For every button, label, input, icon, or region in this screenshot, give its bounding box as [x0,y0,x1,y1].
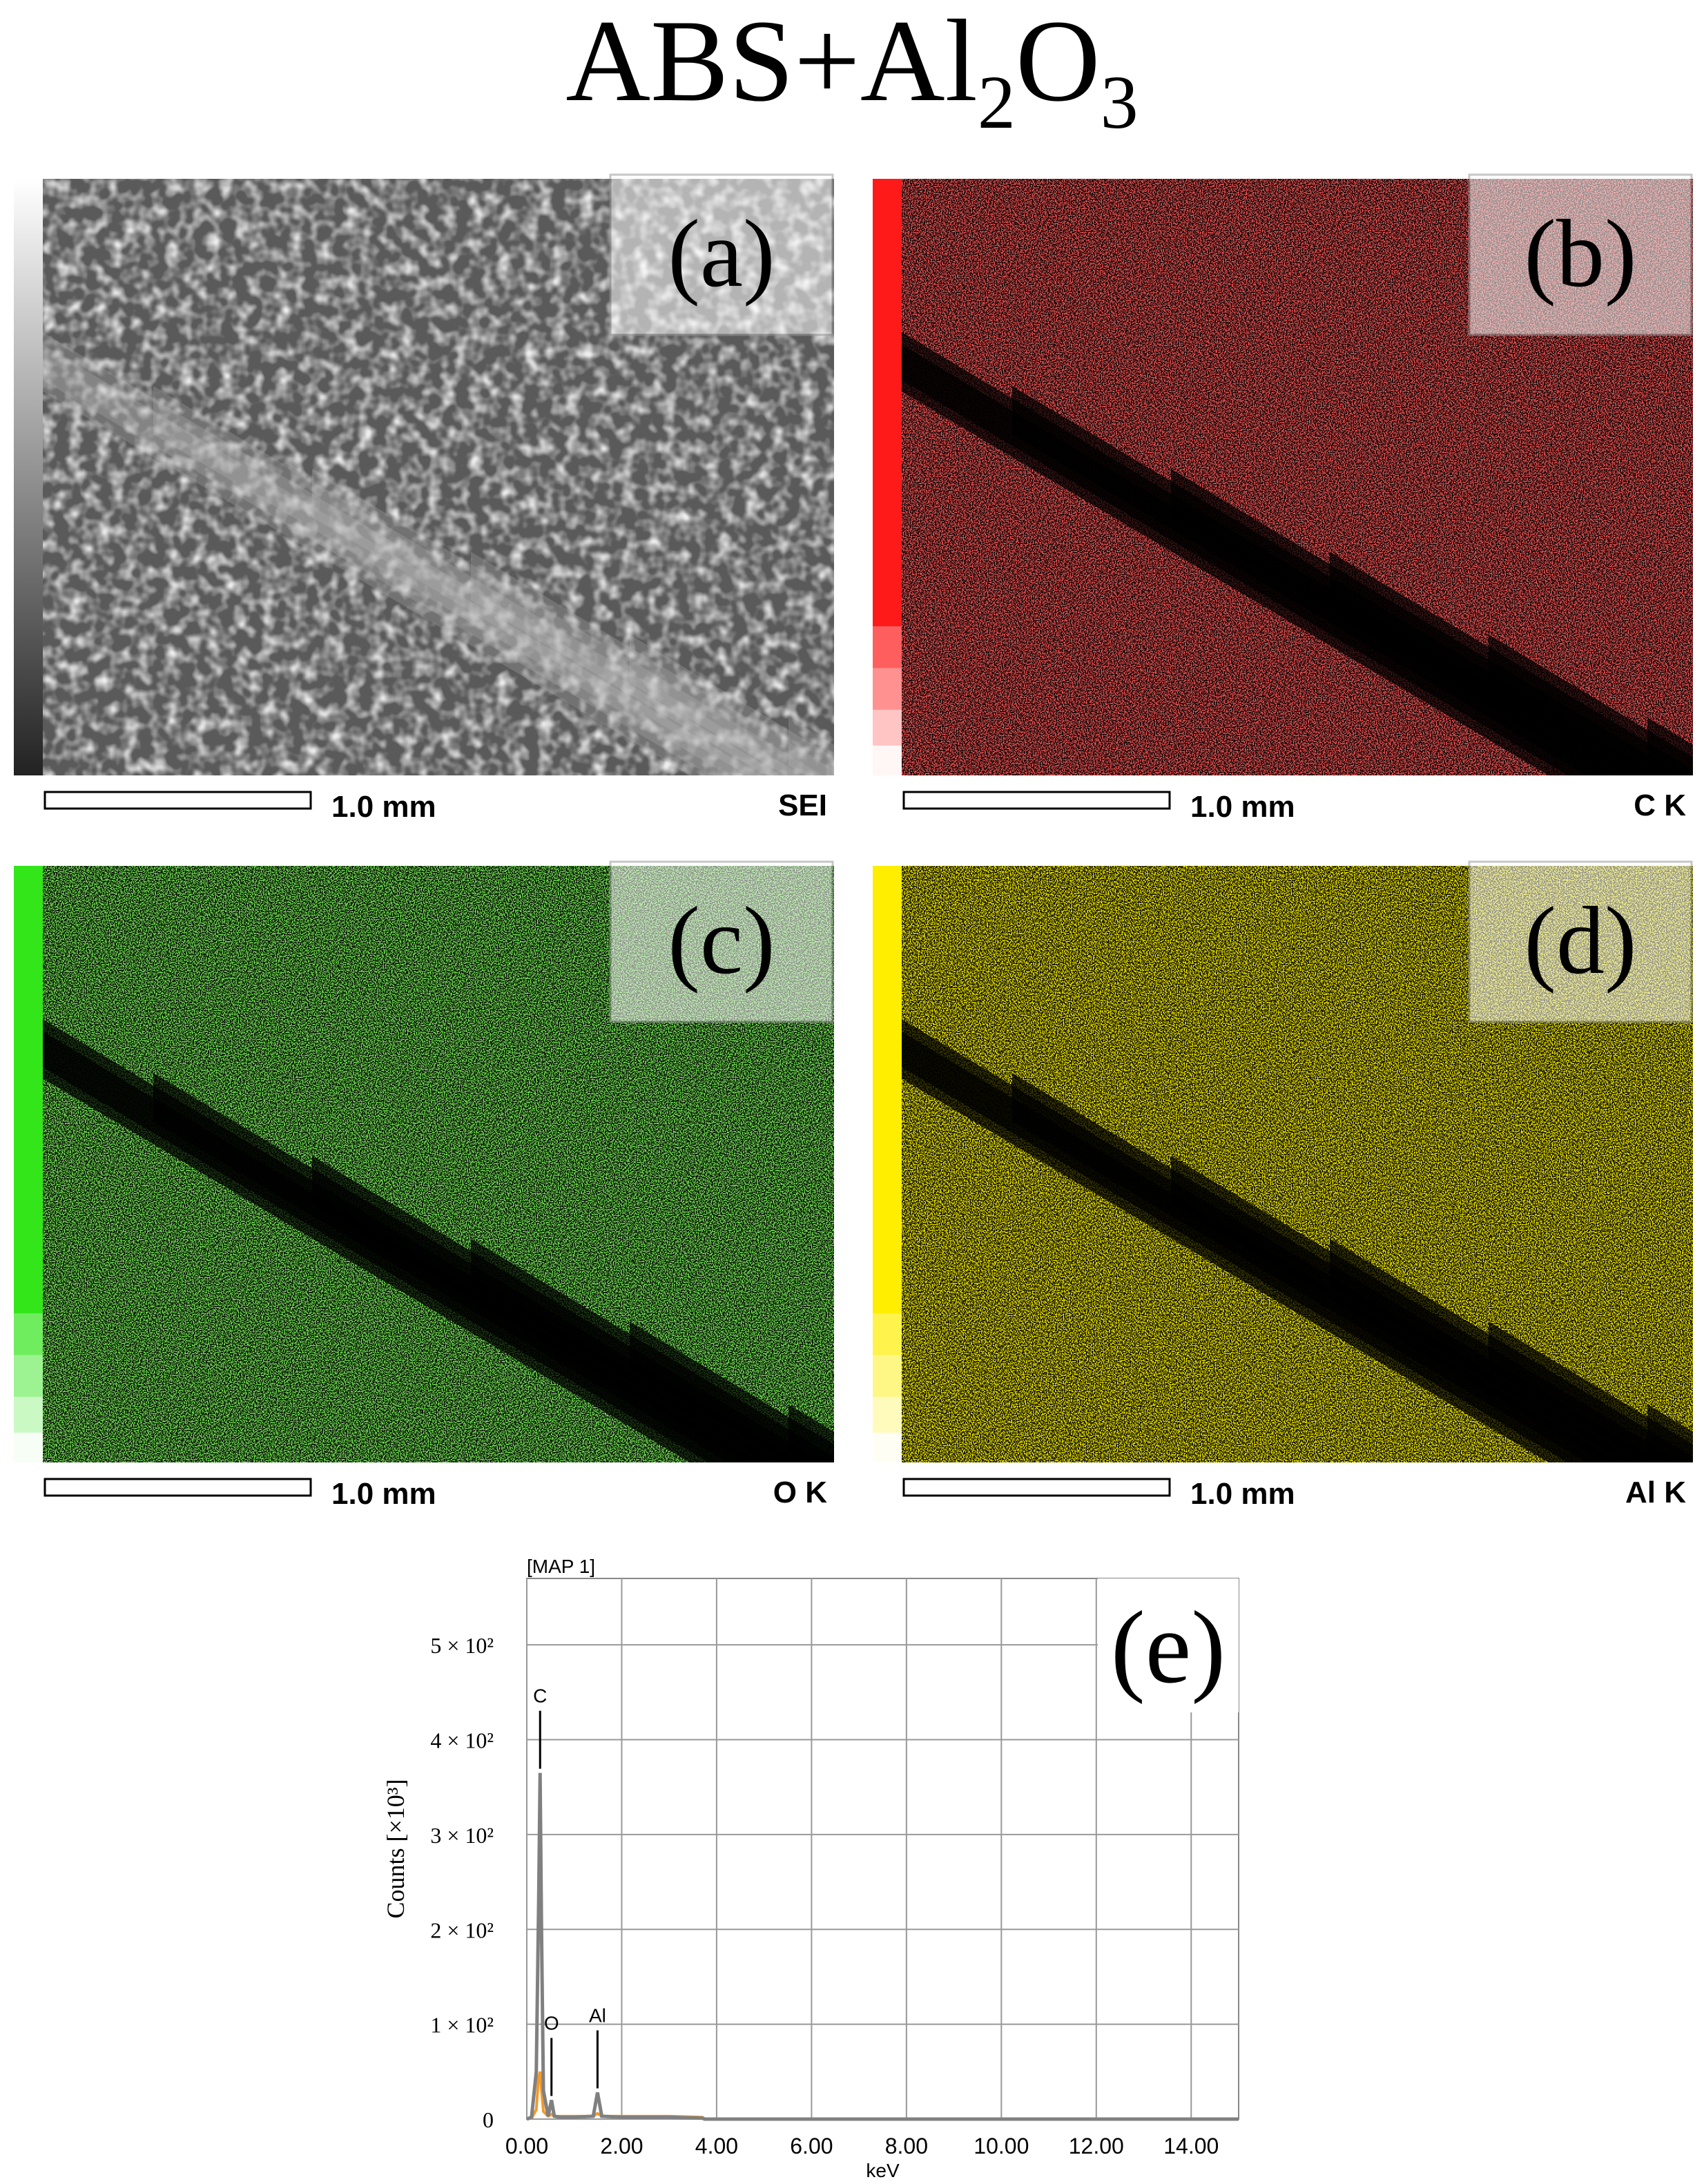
channel-label: SEI [778,789,827,822]
color-bar-step [873,1396,902,1433]
image-streak [788,717,834,775]
color-bar-step [873,745,902,775]
color-bar-step [14,1355,43,1397]
scale-text: 1.0 mm [1190,790,1295,824]
x-tick-label: 14.00 [1163,2134,1219,2158]
spectrum-line [526,1772,1239,2121]
image-streak [471,552,834,775]
color-bar-step [873,709,902,746]
figure-title: ABS+Al2O3 [565,0,1138,144]
image-streak [43,345,762,775]
color-bar [873,866,902,1313]
image-streak [1489,635,1693,775]
y-tick-label: 0 [483,2107,494,2132]
title-text: O [1016,0,1101,126]
image-streak [312,469,823,775]
panel-label: (d) [1524,887,1636,994]
x-tick-label: 0.00 [505,2134,548,2158]
label-box [1098,1578,1239,1712]
scale-text: 1.0 mm [331,1477,436,1511]
label-box [609,860,834,1023]
color-bar-step [873,1313,902,1355]
title-subscript: 2 [978,60,1016,144]
image-streak [788,1404,834,1462]
x-axis-label: keV [866,2160,900,2181]
peak-label: Al [589,2005,606,2027]
peak-label: C [533,1685,547,1707]
y-tick-label: 4 × 10² [430,1728,494,1753]
image-streak [1647,717,1693,775]
color-bar-step [873,668,902,710]
image-streak [630,635,834,775]
scale-bar [43,791,312,810]
color-bar [873,179,902,626]
channel-label: C K [1634,789,1686,822]
title-text: ABS+Al [565,0,978,126]
label-box [609,173,834,336]
panel-label: (b) [1524,200,1636,307]
y-tick-label: 3 × 10² [430,1823,494,1848]
scale-text: 1.0 mm [331,790,436,824]
image-streak [1489,1322,1693,1462]
x-tick-label: 8.00 [885,2134,928,2158]
image-streak [153,386,803,775]
chart-subtitle: [MAP 1] [527,1556,595,1577]
label-box [1468,860,1693,1023]
title-subscript: 3 [1101,60,1139,144]
panel-label: (a) [668,200,775,307]
image-streak [630,1322,834,1462]
scale-text: 1.0 mm [1190,1477,1295,1511]
x-tick-label: 12.00 [1069,2134,1124,2158]
channel-label: O K [773,1476,827,1509]
x-tick-label: 6.00 [790,2134,833,2158]
color-bar-step [14,1313,43,1355]
scale-bar [902,1478,1171,1497]
label-box [1468,173,1693,336]
scale-bar [902,791,1171,810]
color-bar-step [14,1432,43,1462]
channel-label: Al K [1625,1476,1686,1509]
image-streak [43,332,782,775]
color-bar [14,179,43,775]
color-bar-step [873,1432,902,1462]
y-tick-label: 5 × 10² [430,1633,494,1658]
color-bar-step [873,1355,902,1397]
scale-bar [43,1478,312,1497]
color-bar-step [14,1396,43,1433]
peak-label: O [544,2013,559,2034]
x-tick-label: 10.00 [974,2134,1029,2158]
color-bar [14,866,43,1313]
y-tick-label: 1 × 10² [430,2013,494,2038]
y-axis-label: Counts [×10³] [382,1779,409,1918]
panel-label: (c) [668,887,775,994]
image-streak [1647,1404,1693,1462]
x-tick-label: 2.00 [600,2134,643,2158]
color-bar-step [873,626,902,668]
x-tick-label: 4.00 [695,2134,738,2158]
y-tick-label: 2 × 10² [430,1917,494,1942]
panel-label: (e) [1111,1590,1226,1705]
